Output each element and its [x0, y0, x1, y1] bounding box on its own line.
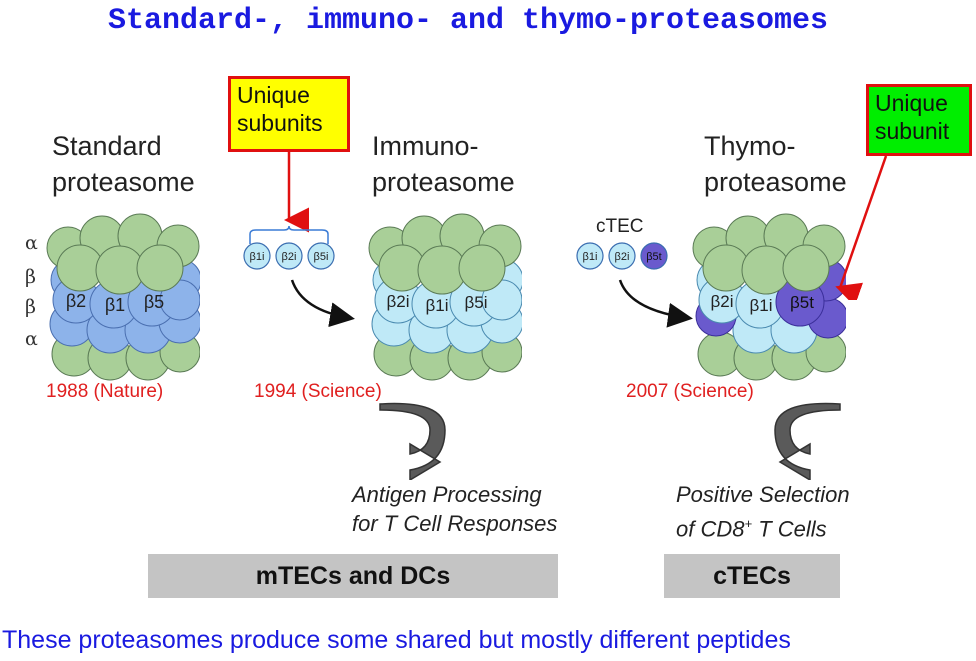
ring-label-alpha-bottom: α	[25, 328, 38, 350]
free-b2i-bubble-thymo	[608, 242, 636, 270]
footer-statement: These proteasomes produce some shared bu…	[2, 626, 791, 654]
thymo-heading-line2: proteasome	[704, 167, 847, 197]
ring-label-beta-top: β	[25, 266, 36, 288]
mtec-dc-bar: mTECs and DCs	[148, 554, 558, 598]
free-b2i-bubble	[275, 242, 303, 270]
immuno-caption-line1: Antigen Processing	[352, 482, 542, 507]
free-b1i-bubble-thymo	[576, 242, 604, 270]
thymo-function-caption: Positive Selection of CD8+ T Cells	[676, 480, 850, 543]
free-b5i-label: β5i	[314, 251, 329, 263]
thymo-caption-line2-a: of CD8	[676, 516, 745, 542]
thymo-caption-line1: Positive Selection	[676, 482, 850, 507]
unique-subunit-line2: subunit	[875, 118, 950, 144]
unique-subunit-arrow	[835, 155, 888, 300]
subunit-b2i-thymo-label: β2i	[710, 292, 733, 311]
immuno-function-caption: Antigen Processing for T Cell Responses	[352, 480, 557, 538]
subunit-b1-label: β1	[105, 295, 125, 315]
free-b1i-thymo-label: β1i	[583, 251, 598, 263]
slide-title: Standard-, immuno- and thymo-proteasomes	[107, 4, 829, 38]
free-b5t-label: β5t	[646, 251, 662, 263]
thymo-heading-line1: Thymo-	[704, 131, 796, 161]
immuno-citation: 1994 (Science)	[254, 381, 382, 402]
unique-subunits-line2: subunits	[237, 110, 323, 136]
ring-label-alpha-top: α	[25, 232, 38, 254]
immuno-heading-line1: Immuno-	[372, 131, 479, 161]
immuno-subunit-assembly: β1i β2i β5i	[243, 150, 355, 328]
free-b1i-bubble	[243, 242, 271, 270]
unique-subunits-callout: Unique subunits	[228, 76, 350, 152]
subunit-b2-label: β2	[66, 291, 86, 311]
immuno-heading-line2: proteasome	[372, 167, 515, 197]
ctec-label: cTEC	[596, 216, 644, 237]
thymo-caption-line2-b: T Cells	[752, 516, 827, 542]
standard-heading: Standard proteasome	[52, 128, 195, 200]
immuno-curved-arrow	[379, 402, 446, 480]
standard-heading-line2: proteasome	[52, 167, 195, 197]
subunit-b5-label: β5	[144, 292, 164, 312]
thymo-assembly-arrow	[618, 279, 693, 328]
thymo-citation: 2007 (Science)	[626, 381, 754, 402]
assembly-arrow	[290, 279, 355, 328]
alpha-ring-top	[46, 213, 200, 295]
immuno-heading: Immuno- proteasome	[372, 128, 515, 200]
subunit-b5t-label: β5t	[790, 293, 814, 312]
free-b5t-bubble	[640, 242, 668, 270]
free-b1i-label: β1i	[250, 251, 265, 263]
ctec-bar: cTECs	[664, 554, 840, 598]
subunit-bracket	[249, 225, 329, 244]
subunit-b2i-label: β2i	[386, 292, 409, 311]
thymo-caption-line2: of CD8+ T Cells	[676, 509, 850, 543]
standard-citation: 1988 (Nature)	[46, 381, 164, 402]
thymoproteasome-diagram: β2i β1i β5t	[692, 213, 846, 381]
subunit-b5i-label: β5i	[464, 293, 487, 312]
standard-proteasome-diagram: β2 β1 β5	[46, 213, 200, 381]
free-b2i-thymo-label: β2i	[615, 251, 630, 263]
ring-label-beta-bottom: β	[25, 296, 36, 318]
standard-heading-line1: Standard	[52, 131, 162, 161]
thymo-heading: Thymo- proteasome	[704, 128, 847, 200]
thymo-caption-line2-sup: +	[744, 516, 753, 531]
beta-ring-front	[52, 276, 200, 329]
unique-subunit-callout: Unique subunit	[866, 84, 972, 156]
thymo-subunit-assembly: β1i β2i β5t	[576, 242, 693, 328]
unique-subunits-line1: Unique	[237, 82, 310, 108]
immunoproteasome-diagram: β2i β1i β5i	[368, 213, 522, 381]
unique-subunit-line1: Unique	[875, 90, 948, 116]
subunit-b1i-label: β1i	[425, 296, 448, 315]
thymo-curved-arrow	[774, 402, 841, 480]
immuno-caption-line2: for T Cell Responses	[352, 511, 558, 536]
subunit-b1i-thymo-label: β1i	[749, 296, 772, 315]
free-b5i-bubble	[307, 242, 335, 270]
free-b2i-label: β2i	[282, 251, 297, 263]
